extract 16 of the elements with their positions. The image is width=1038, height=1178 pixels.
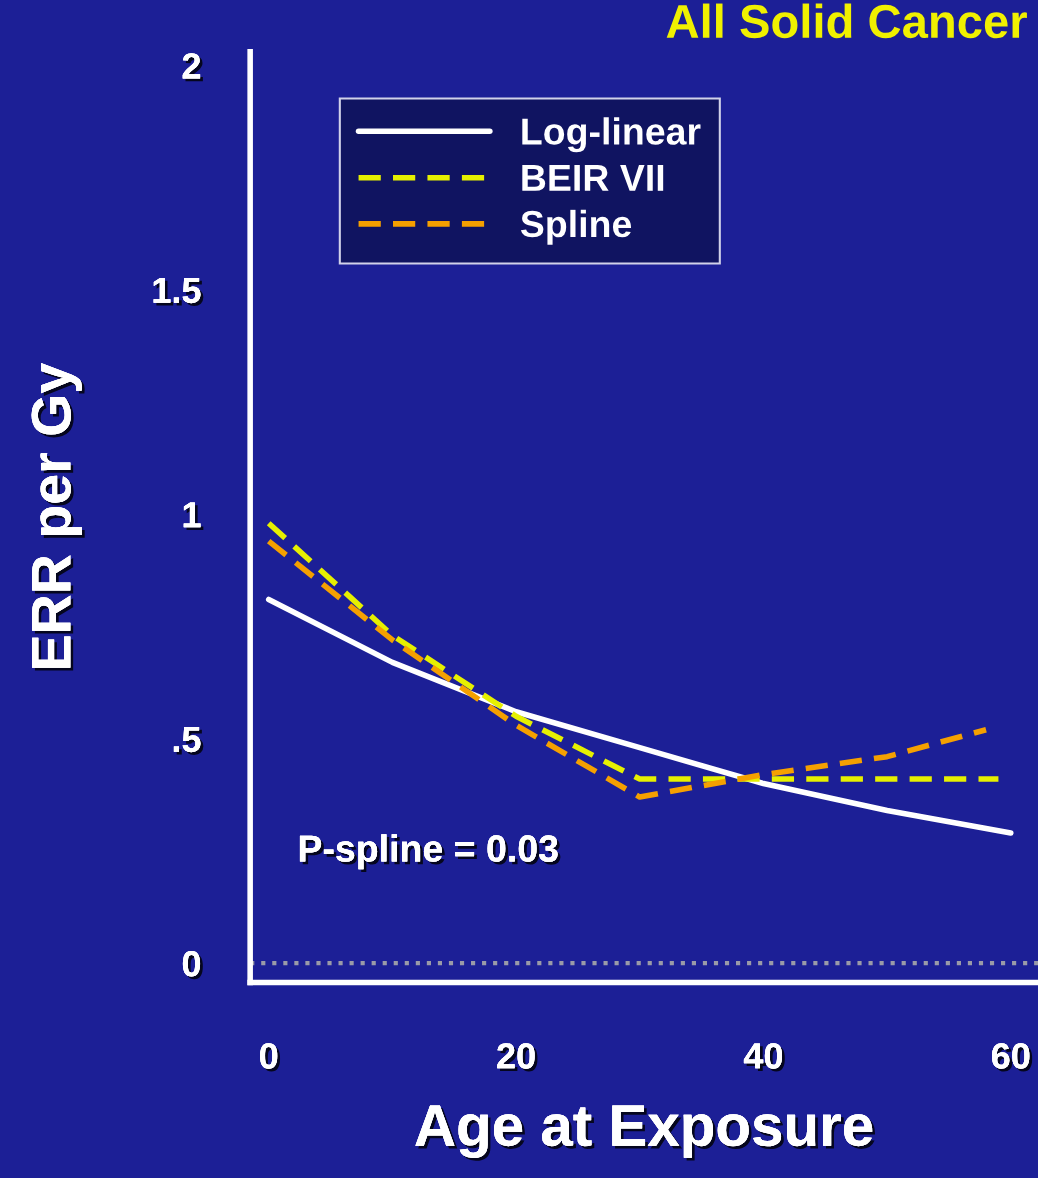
y-tick-label: 2 xyxy=(182,53,203,82)
x-tick-label: 60 xyxy=(992,1043,1033,1072)
x-tick-label: 0 xyxy=(260,1043,281,1072)
legend-label: Log-linear xyxy=(522,117,701,153)
annotation: P-spline = 0.03 xyxy=(299,834,561,873)
x-tick-label: 20 xyxy=(497,1043,538,1072)
y-tick-label: 0 xyxy=(182,951,203,980)
legend-label: Spline xyxy=(520,209,632,245)
x-tick-label: 40 xyxy=(743,1043,785,1072)
y-tick-label: .5 xyxy=(173,726,204,755)
y-tick-label: 1.5 xyxy=(153,278,204,306)
y-axis-title: ERR per Gy xyxy=(31,363,85,671)
chart-title: All Solid Cancer xyxy=(666,3,1027,39)
y-tick-label: 1 xyxy=(183,502,204,531)
x-axis-title: Age at Exposure xyxy=(415,1105,876,1161)
legend-label: BEIR VII xyxy=(522,165,664,191)
